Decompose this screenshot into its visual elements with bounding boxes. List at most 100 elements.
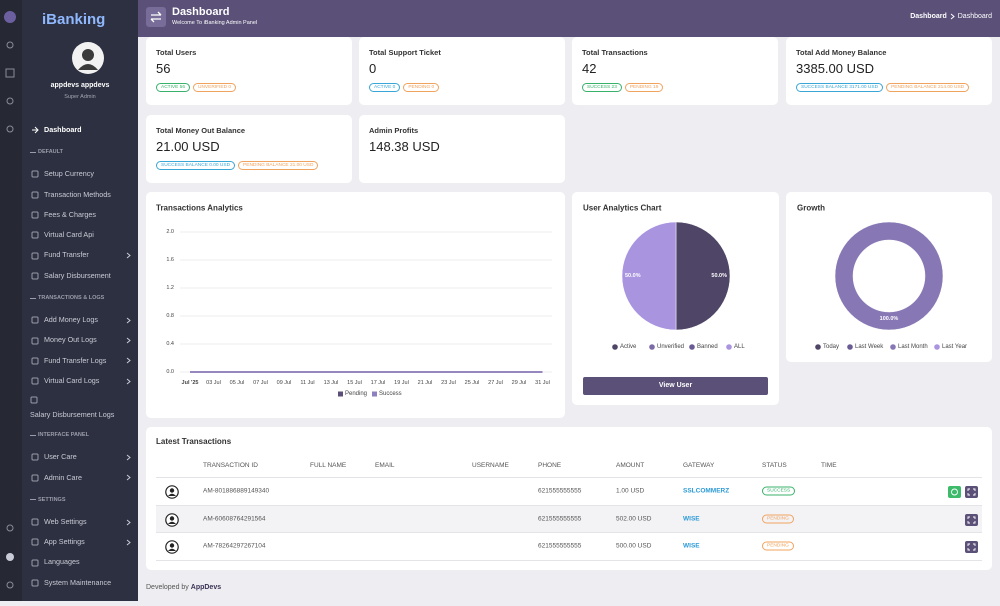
badge: SUCCESS BALANCE 3171.00 USD <box>796 83 884 92</box>
menu-item[interactable]: Web Settings <box>22 512 138 532</box>
expand-button[interactable] <box>965 486 978 498</box>
menu-item[interactable]: Fund Transfer <box>22 245 138 265</box>
stat-title: Total Add Money Balance <box>796 48 887 57</box>
button-bg <box>965 541 978 553</box>
stat-title: Total Users <box>156 48 197 57</box>
chart-card <box>572 192 779 405</box>
stat-card: Total Users 56 ACTIVE 56 UNVERIFIED 0 <box>146 37 352 105</box>
icon-shape <box>31 337 39 345</box>
toggle-button[interactable] <box>146 7 166 27</box>
stat-card: Total Transactions 42 SUCCESS 23 PENDING 19 <box>572 37 778 105</box>
chevron <box>126 378 131 384</box>
submenu-chevron <box>126 378 131 384</box>
status-badge: PENDING <box>762 514 794 524</box>
column-header: USERNAME <box>472 462 509 469</box>
cell: 1.00 USD <box>616 487 645 495</box>
table-row: AM-60608764291564 621555555555 502.00 USD W… <box>156 505 982 533</box>
menu-label: Salary Disbursement <box>44 270 111 280</box>
button-glyph <box>967 543 976 551</box>
avatar-head <box>169 488 175 493</box>
icon-shape <box>31 316 39 324</box>
menu-icon <box>31 377 39 385</box>
icon-shape <box>31 518 39 526</box>
menu-item[interactable]: Virtual Card Logs <box>22 371 138 391</box>
expand-button[interactable] <box>965 513 978 526</box>
menu-item[interactable]: Languages <box>22 552 138 572</box>
stat-title: Admin Profits <box>369 126 419 135</box>
menu-icon <box>31 337 39 345</box>
page-subtitle: Welcome To iBanking Admin Panel <box>172 20 258 26</box>
stat-title: Total Support Ticket <box>369 48 441 57</box>
menu-label: Fund Transfer Logs <box>44 355 107 365</box>
breadcrumb-link[interactable]: Dashboard <box>910 13 947 20</box>
menu-item[interactable]: Salary Disbursement Logs <box>22 391 138 423</box>
table-row: AM-801886889149340 621555555555 1.00 USD SS… <box>156 478 982 506</box>
gateway: SSLCOMMERZ <box>683 487 730 495</box>
menu-label: Money Out Logs <box>44 335 97 345</box>
footer: Developed by AppDevs <box>146 584 221 591</box>
stat-title: Total Money Out Balance <box>156 126 246 135</box>
badge: SUCCESS BALANCE 0.00 USD <box>156 161 236 170</box>
menu-item[interactable]: Virtual Card Api <box>22 225 138 245</box>
section-label: INTERFACE PANEL <box>38 432 89 439</box>
button-bg <box>965 513 978 526</box>
menu-item[interactable]: Setup Currency <box>22 164 138 184</box>
menu-label: Virtual Card Api <box>44 230 94 240</box>
menu-item[interactable]: Transaction Methods <box>22 185 138 205</box>
button-glyph <box>951 488 958 496</box>
menu-item[interactable]: Money Out Logs <box>22 330 138 350</box>
menu-item[interactable]: App Settings <box>22 532 138 552</box>
stat-value: 21.00 USD <box>156 139 220 154</box>
cell: 621555555555 <box>538 515 582 523</box>
chevron <box>126 357 131 364</box>
submenu-chevron <box>126 474 131 481</box>
icon-shape <box>31 191 39 199</box>
menu-item[interactable]: Admin Care <box>22 468 138 488</box>
chevron <box>126 539 131 546</box>
avatar-icon <box>165 540 179 554</box>
icon-shape <box>31 579 39 587</box>
column-header: FULL NAME <box>310 462 347 469</box>
menu-item[interactable]: User Care <box>22 447 138 467</box>
avatar-icon <box>165 485 179 499</box>
menu-label: Fees & Charges <box>44 209 96 219</box>
menu-item[interactable]: Dashboard <box>22 120 138 140</box>
chart-card <box>786 192 992 362</box>
user-name: appdevs appdevs <box>50 82 110 89</box>
chevron <box>126 454 131 461</box>
icon-shape <box>31 559 39 567</box>
menu-item[interactable]: Fees & Charges <box>22 205 138 225</box>
icon-shape <box>31 453 39 461</box>
chevron <box>126 317 131 324</box>
section-dash <box>30 297 36 299</box>
icon-arrow <box>32 126 39 134</box>
button-glyph <box>967 516 976 523</box>
badge-row: SUCCESS BALANCE 3171.00 USD PENDING BALAN… <box>796 83 970 92</box>
approve-button[interactable] <box>948 486 961 498</box>
icon-shape <box>31 252 39 260</box>
menu-item[interactable]: Add Money Logs <box>22 310 138 330</box>
icon-shape <box>31 170 39 178</box>
menu-item[interactable]: Salary Disbursement <box>22 266 138 286</box>
cell: AM-801886889149340 <box>203 487 270 495</box>
icon-shape <box>31 474 39 482</box>
badge: PENDING 19 <box>624 83 664 92</box>
stat-value: 56 <box>156 61 171 76</box>
stat-card: Total Money Out Balance 21.00 USD SUCCESS … <box>146 115 352 183</box>
footer-brand[interactable]: AppDevs <box>190 584 222 591</box>
menu-item[interactable]: Fund Transfer Logs <box>22 351 138 371</box>
menu-label: User Care <box>44 452 77 462</box>
menu-icon <box>31 211 39 219</box>
section-label: DEFAULT <box>38 149 63 156</box>
button-glyph <box>967 488 976 496</box>
menu-item[interactable]: System Maintenance <box>22 573 138 593</box>
view-user-button[interactable]: View User <box>583 377 768 395</box>
icon-rail <box>0 0 22 601</box>
icon-shape <box>31 357 39 365</box>
column-header: TRANSACTION ID <box>203 462 258 469</box>
expand-button[interactable] <box>965 541 978 553</box>
avatar-icon <box>165 512 179 527</box>
menu-icon <box>31 538 39 546</box>
stat-value: 0 <box>369 61 377 76</box>
menu-icon <box>31 357 39 365</box>
